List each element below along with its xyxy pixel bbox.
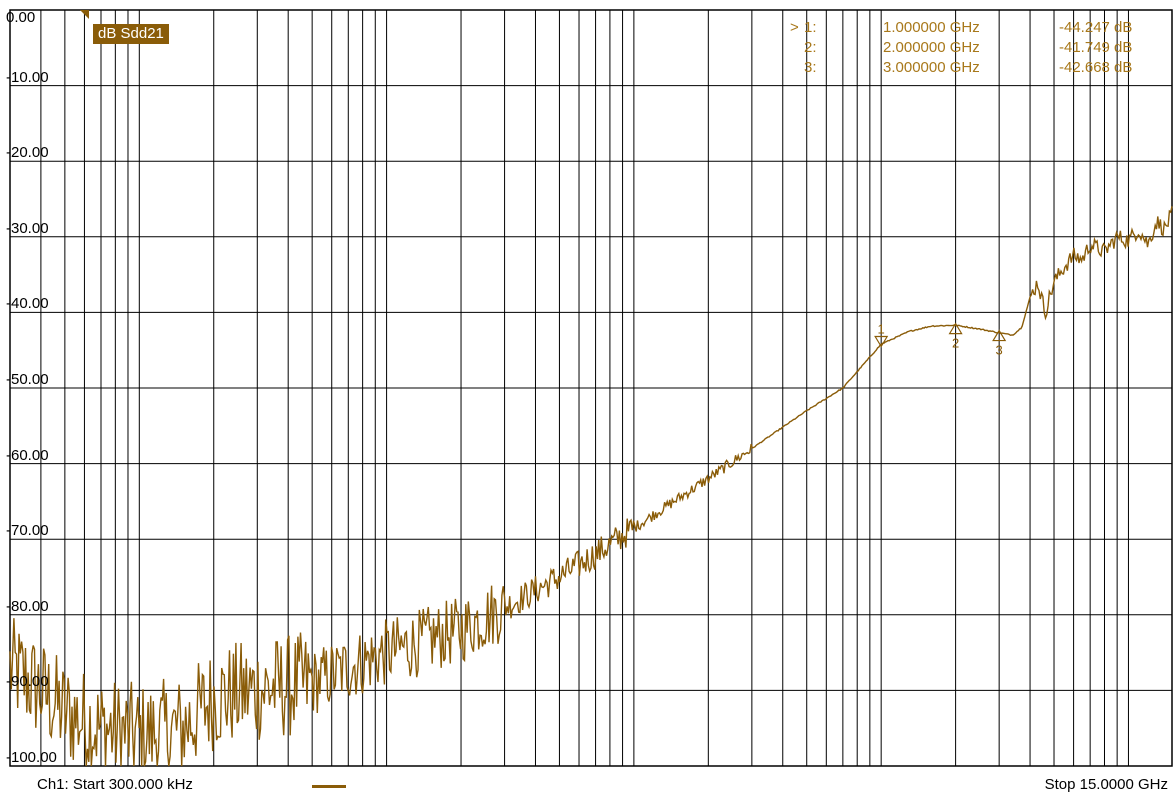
y-tick-label: -100.00 xyxy=(6,749,57,766)
marker-readout-table: >1: 1.000000 GHz -44.247 dB 2: 2.000000 GHz -… xyxy=(787,18,1172,78)
marker-3-triangle xyxy=(992,329,1007,342)
y-tick-label: -20.00 xyxy=(6,144,49,162)
marker-active-indicator: > xyxy=(790,19,799,36)
plot-border xyxy=(9,9,1173,767)
trace-legend-line xyxy=(312,785,346,788)
y-tick-label: -90.00 xyxy=(6,673,49,691)
marker-value: -44.247 dB xyxy=(1059,19,1133,36)
marker-3-label: 3 xyxy=(996,343,1003,358)
marker-1-label: 1 xyxy=(878,322,885,337)
marker-readout-row[interactable]: >1: 1.000000 GHz -44.247 dB xyxy=(787,18,1172,38)
y-tick-label: -10.00 xyxy=(6,68,49,86)
marker-id: 3: xyxy=(804,59,817,76)
sdd21-trace xyxy=(9,206,1173,767)
stop-frequency-label: Stop 15.0000 GHz xyxy=(1044,776,1168,793)
y-tick-label: -40.00 xyxy=(6,295,49,313)
marker-2-label: 2 xyxy=(952,336,959,351)
y-tick-label: 0.00 xyxy=(6,9,36,26)
marker-value: -41.749 dB xyxy=(1059,39,1133,56)
reference-level-marker-icon xyxy=(80,10,89,19)
sdd21-chart[interactable]: 1 2 3 xyxy=(0,0,1174,771)
y-tick-label: -30.00 xyxy=(6,219,49,237)
marker-frequency: 2.000000 GHz xyxy=(883,39,980,56)
y-tick-label: -60.00 xyxy=(6,446,49,464)
y-tick-label: -50.00 xyxy=(6,371,49,388)
marker-2-triangle xyxy=(948,322,963,335)
y-tick-label: -70.00 xyxy=(6,522,49,540)
marker-id: 2: xyxy=(804,39,817,56)
marker-readout-row[interactable]: 2: 2.000000 GHz -41.749 dB xyxy=(787,38,1172,58)
marker-readout-row[interactable]: 3: 3.000000 GHz -42.668 dB xyxy=(787,58,1172,78)
marker-1-triangle xyxy=(874,335,889,348)
status-footer: Ch1: Start 300.000 kHz Stop 15.0000 GHz xyxy=(0,771,1174,800)
marker-frequency: 1.000000 GHz xyxy=(883,19,980,36)
channel-start-label: Ch1: Start 300.000 kHz xyxy=(37,776,193,793)
marker-value: -42.668 dB xyxy=(1059,59,1133,76)
marker-id: 1: xyxy=(804,19,817,36)
y-tick-label: -80.00 xyxy=(6,597,49,615)
marker-frequency: 3.000000 GHz xyxy=(883,59,980,76)
trace-label[interactable]: dB Sdd21 xyxy=(93,24,169,44)
